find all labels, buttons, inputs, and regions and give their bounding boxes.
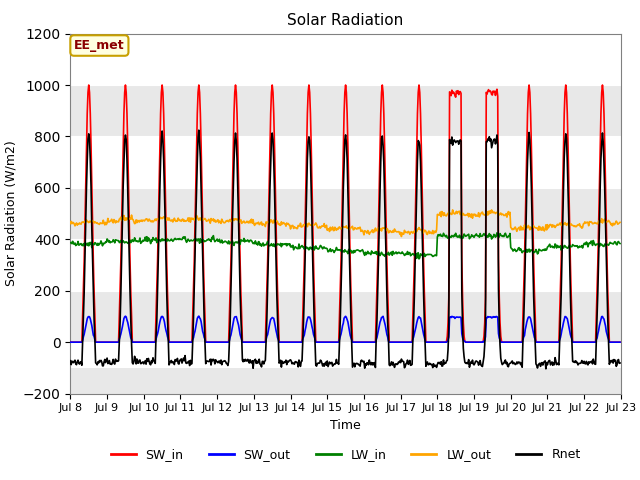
Text: EE_met: EE_met: [74, 39, 125, 52]
X-axis label: Time: Time: [330, 419, 361, 432]
Legend: SW_in, SW_out, LW_in, LW_out, Rnet: SW_in, SW_out, LW_in, LW_out, Rnet: [106, 443, 586, 466]
Bar: [70, 188, 621, 240]
Bar: [70, 368, 621, 394]
Y-axis label: Solar Radiation (W/m2): Solar Radiation (W/m2): [4, 141, 17, 287]
Bar: [70, 291, 621, 342]
Title: Solar Radiation: Solar Radiation: [287, 13, 404, 28]
Bar: [70, 85, 621, 136]
